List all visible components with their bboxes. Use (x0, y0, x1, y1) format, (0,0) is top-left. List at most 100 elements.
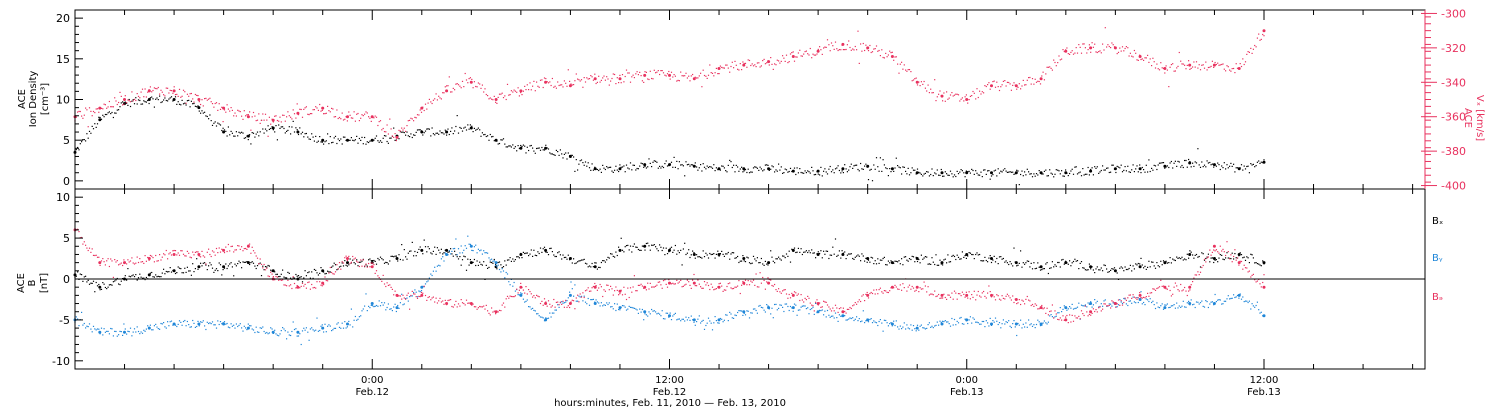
ion-density-sample (1222, 167, 1224, 169)
vx-sample (223, 109, 226, 111)
vx-sample (1014, 84, 1016, 86)
bx-sample (255, 267, 257, 270)
bx-sample (406, 258, 408, 260)
by-sample (700, 322, 702, 324)
ion-density-sample (598, 169, 600, 172)
bx-sample (792, 250, 794, 252)
bx-sample (550, 247, 552, 249)
vx-sample (706, 77, 708, 79)
ion-density-sample (225, 130, 227, 132)
vx-sample (395, 140, 397, 142)
bx-sample (205, 264, 207, 266)
bx-sample (1242, 257, 1244, 259)
bx-sample (211, 267, 214, 269)
by-sample (961, 323, 963, 325)
by-sample (1131, 302, 1133, 304)
bx-sample (944, 258, 946, 260)
vx-sample (881, 49, 883, 51)
bx-sample (233, 275, 235, 277)
bx-sample (184, 267, 186, 269)
ion-density-sample (77, 146, 79, 149)
vx-sample (1070, 51, 1072, 53)
ion-density-sample (988, 170, 990, 172)
bz-sample (998, 298, 1001, 300)
bx-sample (381, 258, 383, 260)
bx-sample (332, 265, 334, 267)
bx-sample (715, 253, 717, 255)
vx-sample (156, 88, 158, 90)
ion-density-sample (213, 122, 215, 124)
vx-sample (612, 73, 614, 75)
by-sample (894, 324, 896, 327)
vx-point (469, 80, 473, 84)
bz-sample (651, 286, 653, 288)
vx-sample (689, 80, 691, 82)
vx-sample (961, 97, 963, 99)
bz-sample (975, 299, 977, 301)
bx-sample (976, 252, 978, 254)
vx-sample (1176, 67, 1178, 69)
vx-sample (1238, 67, 1240, 69)
ion-density-sample (430, 135, 432, 137)
bz-sample (577, 294, 579, 296)
vx-sample (283, 114, 285, 116)
vx-sample (1043, 79, 1045, 81)
vx-sample (577, 78, 579, 80)
bz-sample (1235, 259, 1237, 261)
bz-sample (1201, 266, 1203, 269)
bx-sample (612, 255, 614, 257)
bx-sample (651, 244, 653, 246)
bz-sample (920, 288, 922, 290)
ion-density-sample (865, 163, 867, 165)
by-sample (758, 305, 760, 307)
ion-density-sample (908, 174, 911, 176)
by-sample (472, 250, 474, 252)
bx-sample (436, 247, 438, 249)
by-sample (508, 281, 510, 283)
bx-sample (676, 253, 678, 255)
by-sample (114, 330, 116, 332)
vx-sample (1053, 59, 1055, 61)
bx-sample (557, 252, 559, 254)
vx-sample (525, 89, 527, 91)
bz-sample (353, 258, 355, 260)
by-sample (159, 328, 161, 330)
vx-sample (1042, 71, 1044, 73)
by-sample (621, 305, 624, 307)
ion-density-sample (1053, 176, 1055, 178)
ion-density-sample (972, 169, 974, 172)
bz-sample (677, 282, 679, 284)
ion-density-sample (1201, 161, 1203, 163)
by-sample (714, 316, 716, 318)
bz-sample (825, 301, 827, 303)
bz-sample (828, 306, 830, 308)
ion-density-sample (373, 139, 375, 141)
vx-sample (762, 60, 764, 62)
ion-density-sample (580, 159, 583, 161)
vx-sample (653, 69, 655, 71)
bx-sample (1217, 261, 1219, 263)
bz-sample (873, 289, 875, 291)
bx-sample (480, 263, 482, 265)
ion-density-sample (1156, 168, 1158, 171)
by-sample (906, 324, 908, 326)
bx-sample (1084, 269, 1086, 271)
by-sample (1103, 300, 1105, 302)
by-sample (143, 329, 145, 331)
bz-sample (1260, 286, 1262, 288)
vx-sample (1102, 43, 1104, 45)
vx-sample (373, 117, 375, 119)
vx-sample (596, 81, 598, 83)
bz-sample (533, 295, 535, 297)
vx-sample (1156, 63, 1158, 65)
vx-point (668, 73, 671, 77)
ion-density-sample (358, 137, 360, 140)
vx-sample (764, 63, 766, 65)
bz-sample (656, 284, 658, 286)
bx-sample (1214, 259, 1216, 261)
bz-sample (857, 301, 859, 303)
bx-sample (541, 251, 543, 253)
ion-density-sample (444, 129, 446, 131)
ion-density-sample (1205, 166, 1207, 168)
ion-density-sample (579, 160, 581, 162)
